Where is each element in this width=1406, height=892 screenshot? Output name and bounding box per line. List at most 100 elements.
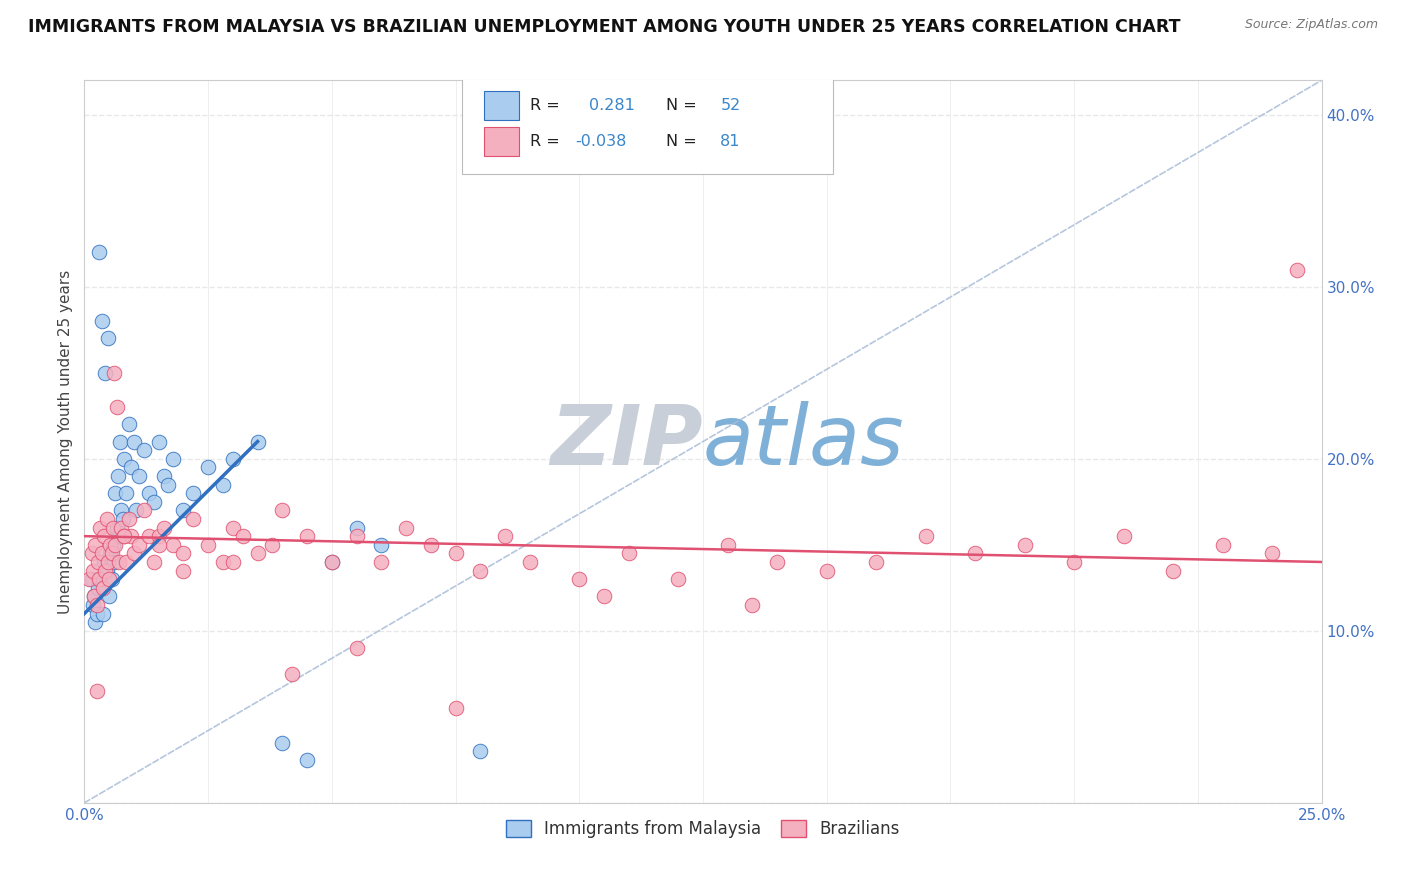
Point [87,581,110,595]
Point [97,331,120,345]
Point [83,590,105,604]
Point [107,469,129,483]
Text: atlas: atlas [703,401,904,482]
Text: N =: N = [666,98,696,113]
Point [83,590,105,604]
Point [84,538,107,552]
Y-axis label: Unemployment Among Youth under 25 years: Unemployment Among Youth under 25 years [58,269,73,614]
Point [80,572,103,586]
Point [346,529,368,543]
Point [965,546,987,560]
Point [815,564,838,578]
Point [172,503,194,517]
Text: 81: 81 [720,134,741,149]
Point [157,477,180,491]
Point [79,572,101,586]
Point [87,555,110,569]
Point [93,555,115,569]
Point [162,451,184,466]
Point [470,564,492,578]
Point [593,590,616,604]
Point [104,486,127,500]
Point [717,538,740,552]
Point [115,555,138,569]
Point [142,555,165,569]
Point [80,546,103,560]
Point [100,572,122,586]
Point [181,486,204,500]
Point [118,512,141,526]
Point [370,555,392,569]
Point [519,555,541,569]
Point [1014,538,1036,552]
Point [105,520,128,534]
Point [1063,555,1085,569]
Point [172,564,194,578]
Point [110,520,132,534]
Point [108,555,131,569]
Point [262,538,284,552]
Point [271,735,294,749]
Point [494,529,516,543]
Point [470,744,492,758]
Point [1112,529,1135,543]
Point [1261,546,1284,560]
Point [98,572,121,586]
Point [111,512,134,526]
Point [122,546,145,560]
Point [108,434,131,449]
Point [222,451,245,466]
Point [120,460,142,475]
Legend: Immigrants from Malaysia, Brazilians: Immigrants from Malaysia, Brazilians [499,814,907,845]
Point [108,529,131,543]
Text: IMMIGRANTS FROM MALAYSIA VS BRAZILIAN UNEMPLOYMENT AMONG YOUTH UNDER 25 YEARS CO: IMMIGRANTS FROM MALAYSIA VS BRAZILIAN UN… [28,18,1181,36]
Point [232,529,254,543]
Point [444,701,467,715]
Point [82,598,104,612]
Point [128,469,150,483]
Point [112,529,135,543]
Point [271,503,294,517]
Point [125,503,148,517]
Point [395,520,418,534]
Point [132,503,155,517]
Point [120,529,142,543]
Point [766,555,789,569]
Point [181,512,204,526]
Point [295,529,318,543]
Point [90,314,112,328]
Text: 52: 52 [720,98,741,113]
Point [82,564,104,578]
Point [222,555,245,569]
Point [419,538,441,552]
Point [93,529,115,543]
Point [112,529,135,543]
Point [89,572,111,586]
Text: N =: N = [666,134,696,149]
Point [212,477,235,491]
Point [346,520,368,534]
Point [96,512,118,526]
Point [86,684,108,698]
Point [94,366,117,380]
Text: -0.038: -0.038 [575,134,627,149]
FancyBboxPatch shape [484,128,519,156]
Point [103,555,125,569]
Point [741,598,763,612]
Point [295,753,318,767]
Point [138,486,160,500]
Point [98,546,121,560]
Point [222,520,245,534]
Point [148,529,170,543]
Point [96,564,118,578]
Point [138,529,160,543]
Point [1285,262,1308,277]
Point [617,546,640,560]
Point [142,494,165,508]
Text: R =: R = [530,134,560,149]
Point [112,451,135,466]
Point [86,607,108,621]
Point [89,572,111,586]
Point [97,555,120,569]
Point [110,503,132,517]
